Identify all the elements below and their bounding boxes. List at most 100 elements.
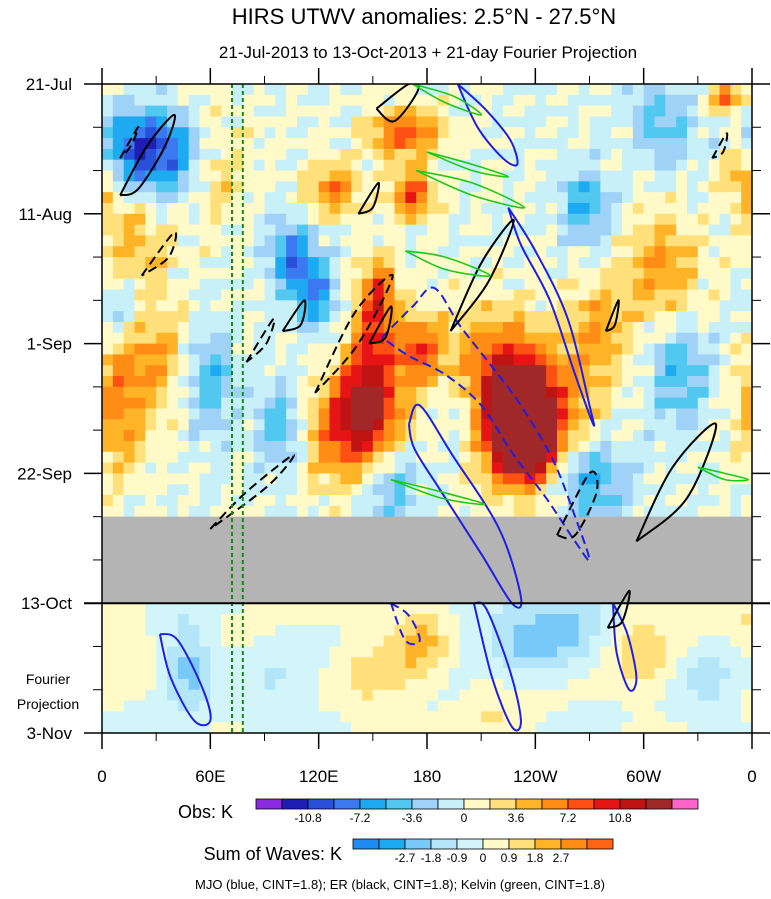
field-cell	[102, 408, 114, 420]
field-cell	[112, 657, 125, 669]
field-cell	[643, 332, 656, 345]
field-cell	[448, 94, 461, 107]
field-cell	[546, 94, 558, 107]
field-cell	[546, 257, 558, 269]
field-cell	[654, 700, 666, 712]
field-cell	[123, 116, 136, 128]
field-cell	[448, 386, 461, 399]
field-cell	[665, 430, 677, 442]
field-cell	[145, 419, 157, 431]
field-cell	[665, 116, 677, 128]
field-cell	[578, 170, 591, 182]
field-cell	[557, 451, 569, 464]
field-cell	[643, 213, 656, 226]
field-cell	[102, 722, 114, 733]
field-cell	[297, 408, 309, 420]
field-cell	[405, 678, 417, 691]
field-cell	[481, 213, 493, 226]
field-cell	[502, 678, 515, 691]
field-cell	[578, 646, 591, 658]
field-cell	[535, 689, 547, 702]
field-cell	[307, 646, 320, 658]
field-cell	[719, 170, 731, 182]
field-cell	[524, 332, 536, 345]
field-cell	[632, 484, 645, 496]
field-cell	[665, 657, 677, 669]
field-cell	[492, 365, 504, 377]
field-cell	[210, 689, 222, 702]
field-cell	[188, 678, 201, 691]
field-cell	[394, 408, 406, 420]
field-cell	[427, 419, 439, 431]
field-cell	[741, 116, 752, 128]
field-cell	[210, 365, 222, 377]
field-cell	[112, 408, 125, 420]
field-cell	[719, 235, 731, 247]
field-cell	[112, 170, 125, 182]
field-cell	[730, 678, 742, 691]
field-cell	[383, 116, 396, 128]
field-cell	[687, 213, 699, 226]
field-cell	[286, 365, 298, 377]
field-cell	[654, 257, 666, 269]
field-cell	[708, 722, 721, 733]
field-cell	[513, 614, 526, 626]
field-cell	[112, 116, 125, 128]
field-cell	[697, 192, 710, 204]
field-cell	[307, 246, 320, 258]
field-cell	[318, 484, 331, 496]
field-cell	[275, 624, 287, 637]
field-cell	[275, 224, 287, 237]
field-cell	[286, 332, 298, 345]
field-cell	[156, 289, 168, 301]
field-cell	[102, 624, 114, 637]
field-cell	[177, 635, 190, 648]
field-cell	[643, 181, 656, 193]
field-cell	[741, 678, 752, 691]
field-cell	[416, 668, 428, 680]
field-cell	[578, 138, 591, 150]
field-cell	[134, 289, 146, 301]
field-cell	[372, 386, 385, 399]
field-cell	[741, 84, 752, 96]
field-cell	[600, 311, 612, 323]
field-cell	[730, 300, 742, 312]
field-cell	[177, 614, 190, 626]
field-cell	[112, 451, 125, 464]
field-cell	[567, 343, 580, 356]
field-cell	[632, 440, 645, 453]
field-cell	[329, 624, 341, 637]
field-cell	[188, 386, 201, 399]
field-cell	[697, 657, 710, 669]
field-cell	[687, 267, 699, 280]
field-cell	[719, 484, 731, 496]
field-cell	[459, 462, 471, 474]
field-cell	[188, 440, 201, 453]
field-cell	[372, 202, 385, 215]
field-cell	[123, 354, 136, 366]
field-cell	[297, 267, 309, 280]
field-cell	[600, 397, 612, 410]
field-cell	[232, 484, 244, 496]
field-cell	[676, 213, 688, 226]
field-cell	[470, 105, 482, 118]
field-cell	[307, 213, 320, 226]
field-cell	[286, 94, 298, 107]
field-cell	[513, 603, 526, 615]
field-cell	[567, 473, 580, 485]
field-cell	[676, 311, 688, 323]
field-cell	[654, 462, 666, 474]
field-cell	[253, 451, 266, 464]
waves-colorbar-tick-label: 2.7	[553, 851, 570, 865]
field-cell	[405, 311, 417, 323]
field-cell	[676, 700, 688, 712]
field-cell	[535, 213, 547, 226]
field-cell	[329, 235, 341, 247]
field-cell	[210, 440, 222, 453]
field-cell	[242, 343, 255, 356]
field-cell	[427, 224, 439, 237]
field-cell	[708, 689, 721, 702]
field-cell	[362, 473, 374, 485]
field-cell	[264, 430, 276, 442]
field-cell	[264, 332, 276, 345]
